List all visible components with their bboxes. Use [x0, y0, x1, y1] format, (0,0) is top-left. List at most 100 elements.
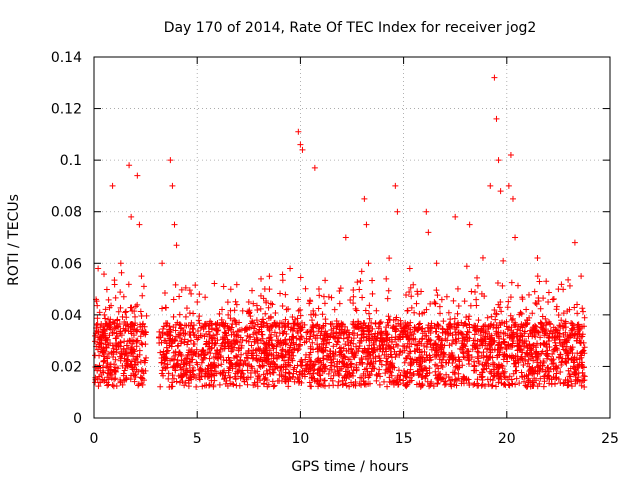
data-point [571, 364, 578, 371]
data-point [542, 351, 549, 358]
data-point [497, 299, 504, 306]
data-point [452, 329, 459, 336]
data-point [260, 316, 267, 323]
data-point [257, 305, 264, 312]
data-point [437, 370, 444, 377]
data-point [540, 383, 547, 390]
data-point [390, 344, 397, 351]
data-point [295, 343, 302, 350]
data-point [436, 303, 443, 310]
data-point [240, 361, 247, 368]
data-point [501, 373, 508, 380]
data-point [206, 355, 213, 362]
data-point [384, 295, 391, 302]
data-point [310, 328, 317, 335]
data-point [111, 281, 118, 288]
data-point [137, 308, 144, 315]
data-point [165, 375, 172, 382]
data-point [347, 361, 354, 368]
data-point [578, 382, 585, 389]
data-point [406, 288, 413, 295]
data-point [226, 374, 233, 381]
data-point [491, 307, 498, 314]
data-point [360, 328, 367, 335]
data-point [333, 318, 340, 325]
data-point [297, 336, 304, 343]
data-point [555, 333, 562, 340]
data-point [373, 371, 380, 378]
data-point [139, 321, 146, 328]
data-point [560, 331, 567, 338]
data-point [472, 344, 479, 351]
data-point [190, 322, 197, 329]
data-point [526, 342, 533, 349]
data-point [175, 351, 182, 358]
data-point [493, 383, 500, 390]
data-point [205, 328, 212, 335]
data-point [558, 281, 565, 288]
data-point [407, 319, 414, 326]
data-point [318, 346, 325, 353]
data-point [117, 357, 124, 364]
x-tick-label: 5 [193, 431, 202, 447]
data-point [130, 370, 137, 377]
data-point [426, 383, 433, 390]
data-point [297, 274, 304, 281]
data-point [138, 340, 145, 347]
data-point [219, 334, 226, 341]
data-point [161, 354, 168, 361]
data-point [327, 350, 334, 357]
data-point [254, 383, 261, 390]
data-point [366, 310, 373, 317]
data-point [258, 275, 265, 282]
data-point [371, 344, 378, 351]
data-point [265, 304, 272, 311]
data-point [570, 333, 577, 340]
data-point [337, 351, 344, 358]
data-point [485, 325, 492, 332]
data-point [579, 305, 586, 312]
data-point [202, 294, 209, 301]
data-point [484, 360, 491, 367]
data-point [426, 365, 433, 372]
data-point [505, 182, 512, 189]
data-point [310, 311, 317, 318]
data-point [161, 290, 168, 297]
data-point [436, 356, 443, 363]
data-point [299, 324, 306, 331]
data-point [132, 373, 139, 380]
data-point [532, 344, 539, 351]
data-point [386, 255, 393, 262]
data-point [375, 323, 382, 330]
data-point [256, 362, 263, 369]
data-point [93, 298, 100, 305]
data-point [229, 320, 236, 327]
data-point [95, 383, 102, 390]
data-point [174, 343, 181, 350]
data-point [525, 291, 532, 298]
data-point [166, 323, 173, 330]
data-point [352, 305, 359, 312]
data-point [359, 348, 366, 355]
data-point [370, 340, 377, 347]
data-point [96, 373, 103, 380]
data-point [517, 327, 524, 334]
data-point [540, 373, 547, 380]
data-point [580, 347, 587, 354]
data-point [319, 335, 326, 342]
data-point [330, 372, 337, 379]
data-point [235, 332, 242, 339]
data-point [395, 367, 402, 374]
data-point [529, 364, 536, 371]
data-point [515, 359, 522, 366]
data-point [560, 380, 567, 387]
data-point [275, 352, 282, 359]
data-point [523, 383, 530, 390]
data-point [531, 368, 538, 375]
data-point [557, 339, 564, 346]
data-point [386, 345, 393, 352]
data-point [315, 359, 322, 366]
data-point [549, 296, 556, 303]
data-point [342, 368, 349, 375]
data-point [524, 383, 531, 390]
